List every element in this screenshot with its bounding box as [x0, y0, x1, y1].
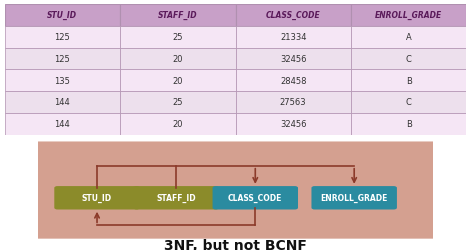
Text: 25: 25 — [172, 33, 183, 42]
Text: 125: 125 — [55, 33, 70, 42]
FancyBboxPatch shape — [236, 92, 351, 113]
Text: A: A — [406, 33, 412, 42]
Text: CLASS_CODE: CLASS_CODE — [266, 11, 321, 20]
Text: STAFF_ID: STAFF_ID — [158, 11, 198, 20]
FancyBboxPatch shape — [236, 27, 351, 48]
Text: 144: 144 — [55, 120, 70, 129]
FancyBboxPatch shape — [120, 27, 236, 48]
FancyBboxPatch shape — [236, 113, 351, 135]
FancyBboxPatch shape — [311, 186, 397, 210]
FancyBboxPatch shape — [120, 5, 236, 27]
Text: 32456: 32456 — [280, 120, 307, 129]
Text: 32456: 32456 — [280, 55, 307, 64]
Text: STU_ID: STU_ID — [48, 11, 77, 20]
FancyBboxPatch shape — [120, 113, 236, 135]
FancyBboxPatch shape — [236, 5, 351, 27]
Text: STU_ID: STU_ID — [82, 194, 112, 202]
Text: 28458: 28458 — [280, 76, 307, 85]
FancyBboxPatch shape — [5, 48, 120, 70]
FancyBboxPatch shape — [5, 5, 120, 27]
Text: 3NF, but not BCNF: 3NF, but not BCNF — [164, 238, 307, 250]
Text: B: B — [406, 120, 412, 129]
Text: B: B — [406, 76, 412, 85]
FancyBboxPatch shape — [236, 70, 351, 92]
FancyBboxPatch shape — [54, 186, 140, 210]
Text: 125: 125 — [55, 55, 70, 64]
FancyBboxPatch shape — [236, 48, 351, 70]
Text: 20: 20 — [172, 76, 183, 85]
FancyBboxPatch shape — [120, 92, 236, 113]
FancyBboxPatch shape — [351, 92, 466, 113]
FancyBboxPatch shape — [5, 70, 120, 92]
FancyBboxPatch shape — [133, 186, 219, 210]
FancyBboxPatch shape — [351, 27, 466, 48]
FancyBboxPatch shape — [351, 70, 466, 92]
Text: 27563: 27563 — [280, 98, 307, 107]
FancyBboxPatch shape — [351, 113, 466, 135]
Text: 20: 20 — [172, 120, 183, 129]
FancyBboxPatch shape — [212, 186, 298, 210]
Text: STAFF_ID: STAFF_ID — [156, 194, 196, 202]
FancyBboxPatch shape — [5, 92, 120, 113]
FancyBboxPatch shape — [351, 5, 466, 27]
Text: ENROLL_GRADE: ENROLL_GRADE — [320, 194, 388, 202]
Text: 25: 25 — [172, 98, 183, 107]
FancyBboxPatch shape — [120, 48, 236, 70]
FancyBboxPatch shape — [120, 70, 236, 92]
Text: C: C — [406, 55, 412, 64]
Text: 135: 135 — [55, 76, 70, 85]
Text: 21334: 21334 — [280, 33, 307, 42]
Text: 144: 144 — [55, 98, 70, 107]
Text: C: C — [406, 98, 412, 107]
Text: CLASS_CODE: CLASS_CODE — [228, 194, 283, 202]
FancyBboxPatch shape — [5, 113, 120, 135]
Text: 20: 20 — [172, 55, 183, 64]
FancyBboxPatch shape — [5, 27, 120, 48]
Text: ENROLL_GRADE: ENROLL_GRADE — [375, 11, 442, 20]
FancyBboxPatch shape — [351, 48, 466, 70]
FancyBboxPatch shape — [34, 142, 437, 239]
